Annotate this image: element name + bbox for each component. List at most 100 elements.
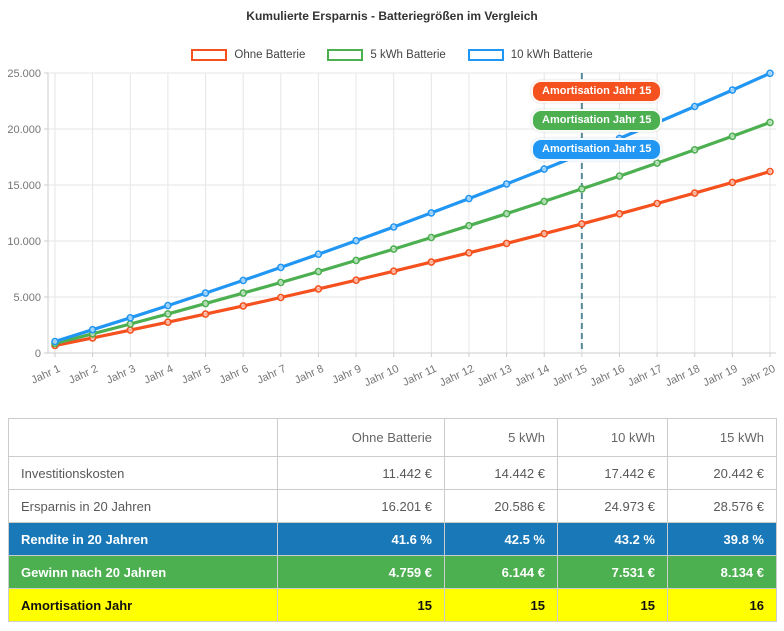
data-point (164, 301, 172, 310)
data-point (615, 172, 624, 180)
series-line-0 (53, 169, 772, 348)
value-cell: 4.759 € (277, 555, 445, 589)
value-cell: 17.442 € (557, 456, 668, 490)
value-cell: 24.973 € (557, 489, 668, 523)
x-tick-label: Jahr 7 (255, 363, 288, 387)
x-tick-label: Jahr 11 (401, 363, 439, 389)
x-tick-label: Jahr 3 (105, 363, 138, 387)
value-cell: 8.134 € (667, 555, 777, 589)
data-point (540, 229, 549, 238)
data-point (51, 337, 59, 346)
data-point (352, 236, 360, 245)
value-cell: 6.144 € (444, 555, 558, 589)
legend-swatch-icon (467, 49, 504, 61)
data-point (126, 320, 135, 328)
table-row: Amortisation Jahr 15 15 15 16 (8, 588, 777, 622)
x-tick-label: Jahr 5 (180, 363, 213, 387)
data-point (577, 220, 586, 228)
data-point (427, 233, 436, 242)
amortisation-badge-1: Amortisation Jahr 15 (531, 109, 663, 133)
data-point (201, 299, 210, 308)
data-point (314, 285, 323, 293)
data-point (653, 199, 661, 208)
data-point (164, 310, 172, 318)
data-point (766, 167, 774, 176)
x-tick-label: Jahr 14 (513, 363, 551, 389)
x-tick-label: Jahr 18 (664, 363, 702, 389)
chart-legend: Ohne Batterie 5 kWh Batterie 10 kWh Batter… (0, 49, 784, 61)
data-point (427, 209, 436, 217)
legend-swatch-icon (327, 49, 364, 61)
x-tick-label: Jahr 13 (476, 363, 514, 389)
y-tick-label: 25.000 (7, 68, 41, 80)
data-point (728, 86, 737, 94)
y-tick-label: 20.000 (7, 124, 41, 136)
value-cell: 28.576 € (667, 489, 777, 523)
legend-swatch-icon (191, 49, 228, 61)
series-line-2 (53, 71, 772, 344)
legend-label: 5 kWh Batterie (370, 49, 446, 61)
legend-label: 10 kWh Batterie (510, 49, 593, 61)
data-point (276, 263, 285, 272)
value-cell: 15 (277, 588, 445, 622)
column-header: 15 kWh (667, 418, 777, 457)
data-point (690, 189, 699, 197)
value-cell: 16 (667, 588, 777, 622)
y-tick-label: 5.000 (13, 292, 41, 304)
chart-title: Kumulierte Ersparnis - Batteriegrößen im… (246, 9, 538, 23)
value-cell: 42.5 % (444, 522, 558, 556)
column-header: 10 kWh (557, 418, 668, 457)
value-cell: 41.6 % (277, 522, 445, 556)
x-tick-label: Jahr 6 (218, 363, 251, 387)
legend-item-2[interactable]: 10 kWh Batterie (467, 49, 593, 61)
data-point (465, 194, 473, 203)
data-point (502, 239, 511, 248)
legend-label: Ohne Batterie (234, 49, 306, 61)
data-point (239, 302, 247, 310)
data-point (653, 159, 661, 167)
table-row: Rendite in 20 Jahren 41.6 % 42.5 % 43.2 % 39… (8, 522, 777, 556)
data-point (577, 185, 586, 193)
x-tick-label: Jahr 12 (438, 363, 476, 389)
row-label: Gewinn nach 20 Jahren (8, 555, 278, 589)
x-tick-label: Jahr 8 (293, 363, 326, 387)
data-point (766, 69, 774, 78)
table-corner-cell (8, 418, 278, 457)
row-label: Rendite in 20 Jahren (8, 522, 278, 556)
data-point (88, 325, 97, 334)
value-cell: 15 (444, 588, 558, 622)
x-tick-label: Jahr 4 (142, 363, 175, 387)
data-point (201, 289, 210, 297)
data-point (239, 289, 247, 297)
value-cell: 14.442 € (444, 456, 558, 490)
table-row: Investitionskosten 11.442 €14.442 €17.442… (8, 456, 777, 490)
data-point (690, 146, 699, 154)
data-point (728, 132, 737, 141)
data-point (314, 250, 323, 258)
value-cell: 16.201 € (277, 489, 445, 523)
data-point (615, 210, 624, 218)
x-tick-label: Jahr 1 (29, 363, 62, 387)
y-tick-label: 15.000 (7, 180, 41, 192)
data-point (164, 318, 172, 327)
data-point (201, 310, 210, 318)
table-row: Ersparnis in 20 Jahren 16.201 €20.586 €24… (8, 489, 777, 523)
x-tick-label: Jahr 15 (551, 363, 589, 389)
amortisation-badge-2: Amortisation Jahr 15 (531, 138, 663, 162)
x-tick-label: Jahr 17 (626, 363, 664, 389)
data-point (540, 197, 549, 206)
legend-item-0[interactable]: Ohne Batterie (191, 49, 305, 61)
x-tick-label: Jahr 16 (588, 363, 626, 389)
data-point (690, 102, 699, 111)
column-header: 5 kWh (444, 418, 558, 457)
data-point (540, 165, 549, 173)
data-point (239, 276, 247, 285)
y-tick-label: 0 (35, 348, 41, 360)
data-point (352, 256, 360, 265)
value-cell: 20.442 € (667, 456, 777, 490)
data-point (465, 221, 473, 230)
data-point (766, 118, 774, 127)
legend-item-1[interactable]: 5 kWh Batterie (327, 49, 446, 61)
